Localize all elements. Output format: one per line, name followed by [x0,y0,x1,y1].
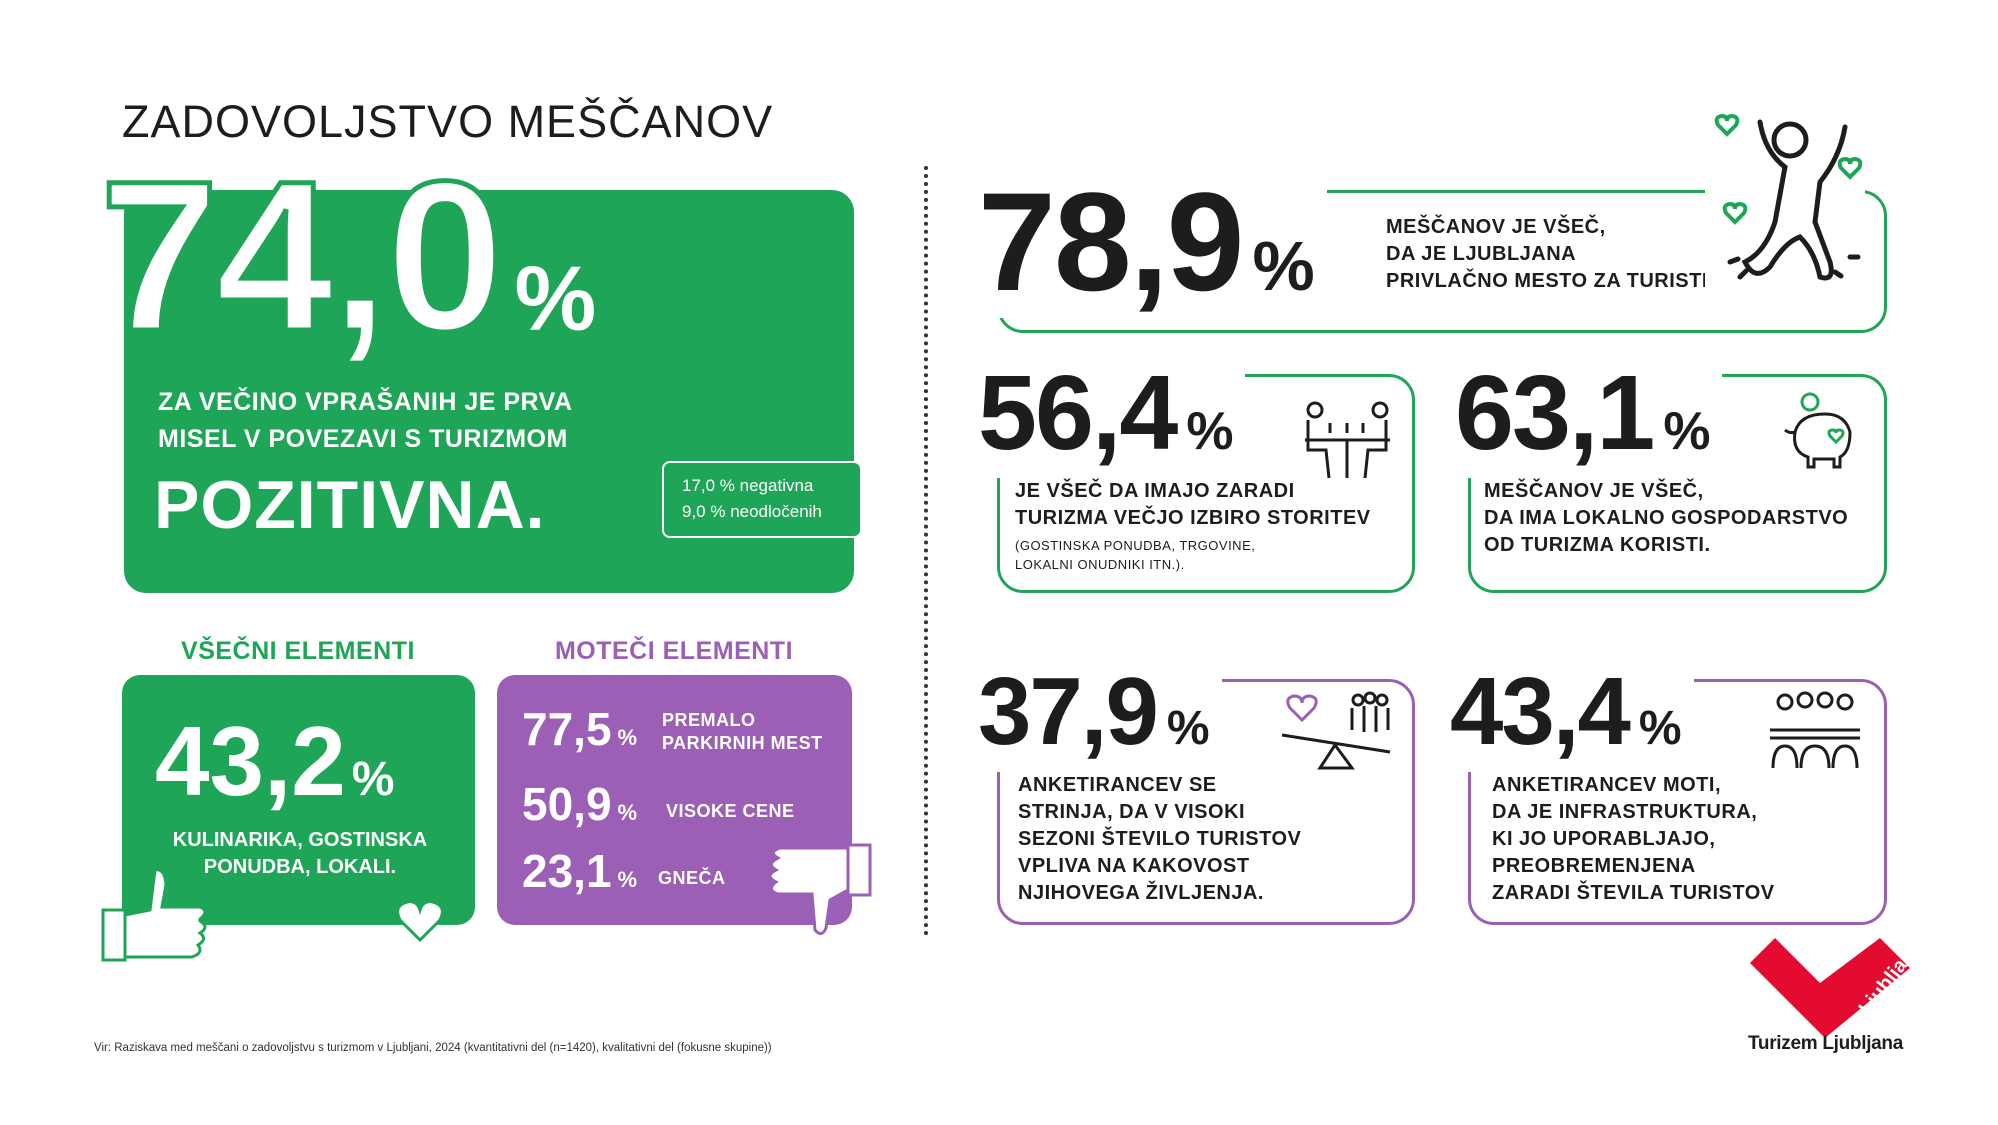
percent-sign: % [1252,227,1315,305]
text-line: DA JE LJUBLJANA [1386,243,1577,265]
turizem-ljubljana-logo: Ljubljana [1750,938,1915,1038]
text-line: VPLIVA NA KAKOVOST [1018,855,1250,877]
liked-panel [122,675,475,925]
value: 43,2 [155,706,346,816]
text-line: NJIHOVEGA ŽIVLJENJA. [1018,882,1264,904]
disliked-item: 77,5% PREMALO PARKIRNIH MEST [522,703,822,755]
stat-value: 37,9% [978,664,1222,772]
stat-text: ANKETIRANCEV SE STRINJA, DA V VISOKI SEZON… [1018,772,1301,907]
percent-sign: % [1166,702,1210,755]
text-line: ANKETIRANCEV MOTI, [1492,774,1721,796]
dotted-divider [924,166,928,936]
stat-text: MEŠČANOV JE VŠEČ, DA JE LJUBLJANA PRIVLAČN… [1386,214,1732,295]
negative-share: 17,0 % negativna [682,476,814,495]
text-line: KULINARIKA, GOSTINSKA [172,829,428,851]
text-line: DA IMA LOKALNO GOSPODARSTVO [1484,507,1849,529]
balance-scale-icon [1281,691,1391,770]
text-line: GNEČA [658,868,726,888]
text-line: MISEL V POVEZAVI S TURIZMOM [158,425,568,453]
stat-value: 56,4% [978,360,1246,478]
text-line: OD TURIZMA KORISTI. [1484,534,1711,556]
text-line: MEŠČANOV JE VŠEČ, [1484,480,1704,502]
liked-heading: VŠEČNI ELEMENTI [181,637,415,665]
thumbs-down-icon [768,843,872,935]
percent-sign: % [617,867,638,892]
text-line: JE VŠEČ DA IMAJO ZARADI [1015,480,1295,502]
value: 23,1 [522,845,612,897]
happy-person-icon [1705,112,1865,292]
text-line: (GOSTINSKA PONUDBA, TRGOVINE, [1015,538,1256,553]
percent-sign: % [1663,402,1711,461]
value: 50,9 [522,778,612,830]
text-line: ANKETIRANCEV SE [1018,774,1217,796]
other-answers-box: 17,0 % negativna 9,0 % neodločenih [662,461,862,538]
value: 63,1 [1455,354,1655,472]
liked-text: KULINARIKA, GOSTINSKA PONUDBA, LOKALI. [140,827,460,881]
stat-value: 63,1% [1455,360,1723,478]
value: 43,4 [1450,658,1631,765]
percent-sign: % [514,248,597,350]
stat-value: 43,4% [1450,664,1694,772]
text-line: VISOKE CENE [666,801,795,821]
stat-text: JE VŠEČ DA IMAJO ZARADI TURIZMA VEČJO IZB… [1015,478,1371,574]
disliked-heading: MOTEČI ELEMENTI [554,637,794,665]
text-line: KI JO UPORABLJAJO, [1492,828,1716,850]
text-line: LOKALNI ONUDNIKI ITN.). [1015,557,1185,572]
liked-value: 43,2% [155,712,394,810]
stat-value: 78,9% [978,172,1327,318]
page-title: ZADOVOLJSTVO MEŠČANOV [122,96,774,147]
value: 77,5 [522,703,612,755]
percent-sign: % [617,725,638,750]
piggy-bank-icon [1784,392,1852,469]
heart-icon [396,900,444,943]
text-line: PREOBREMENJENA [1492,855,1696,877]
stat-text: ANKETIRANCEV MOTI, DA JE INFRASTRUKTURA, K… [1492,772,1775,907]
main-highlight: POZITIVNA. [154,467,546,543]
text-line: PRIVLAČNO MESTO ZA TURISTE. [1386,270,1722,292]
value: 56,4 [978,354,1178,472]
dining-icon [1305,401,1390,479]
text-line: ZA VEČINO VPRAŠANIH JE PRVA [158,388,573,416]
text-line: SEZONI ŠTEVILO TURISTOV [1018,828,1302,850]
main-value: 74,0 [98,137,508,376]
text-line: STRINJA, DA V VISOKI [1018,801,1246,823]
percent-sign: % [617,800,638,825]
text-line: PARKIRNIH MEST [662,733,823,753]
value: 37,9 [978,658,1159,765]
text-line: MEŠČANOV JE VŠEČ, [1386,216,1606,238]
text-line: DA JE INFRASTRUKTURA, [1492,801,1758,823]
undecided-share: 9,0 % neodločenih [682,502,822,521]
stat-note: (GOSTINSKA PONUDBA, TRGOVINE, LOKALNI ONU… [1015,536,1371,574]
main-stat-value: 74,0% [98,147,597,366]
percent-sign: % [1186,402,1234,461]
crowded-bridge-icon [1770,691,1860,769]
percent-sign: % [351,753,395,806]
source-note: Vir: Raziskava med meščani o zadovoljstv… [94,1042,772,1054]
disliked-item: 50,9% VISOKE CENE [522,778,794,830]
stat-text: MEŠČANOV JE VŠEČ, DA IMA LOKALNO GOSPODAR… [1484,478,1848,559]
text-line: ZARADI ŠTEVILA TURISTOV [1492,882,1775,904]
percent-sign: % [1638,702,1682,755]
text-line: TURIZMA VEČJO IZBIRO STORITEV [1015,507,1371,529]
disliked-item: 23,1% GNEČA [522,845,725,897]
text-line: PONUDBA, LOKALI. [203,856,397,878]
value: 78,9 [978,163,1244,320]
main-stat-text: ZA VEČINO VPRAŠANIH JE PRVA MISEL V POVEZ… [158,384,573,458]
text-line: PREMALO [662,710,756,730]
thumbs-up-icon [101,868,207,962]
logo-text: Turizem Ljubljana [1748,1033,1904,1054]
